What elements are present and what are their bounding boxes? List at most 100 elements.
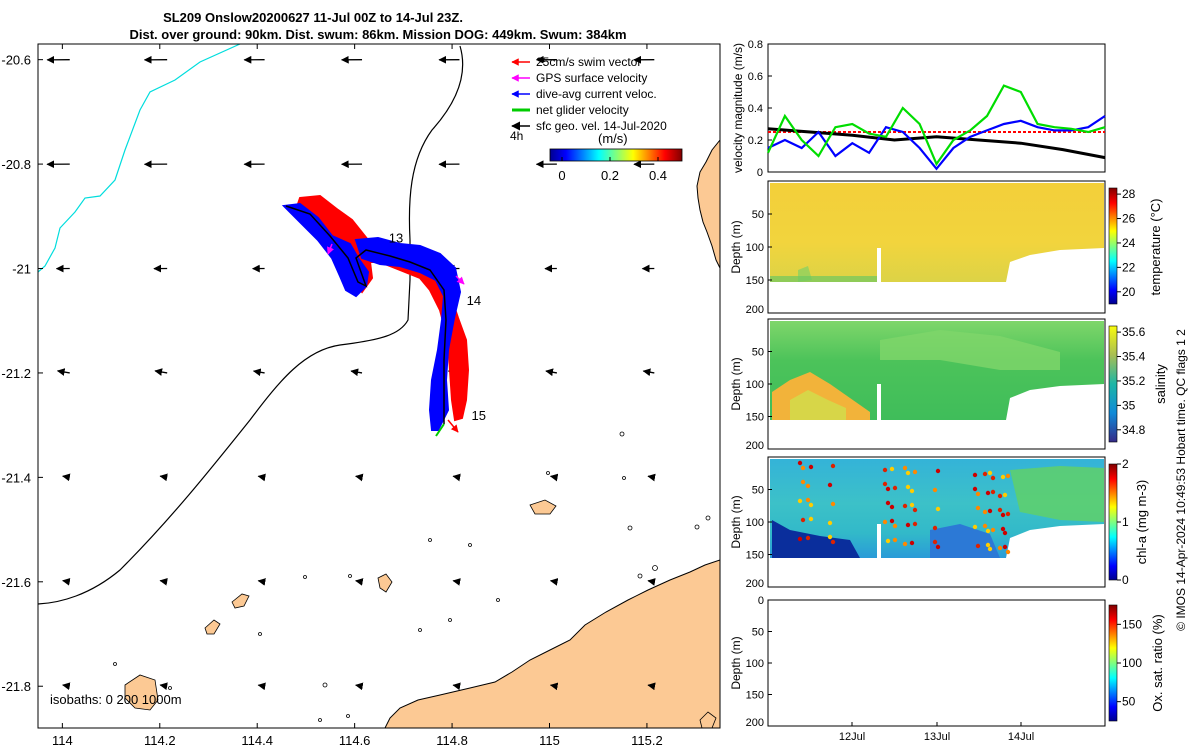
- sfc-arrow-33: [549, 473, 559, 482]
- map-xtick-label-1: 114.2: [144, 733, 176, 748]
- chl-dot-56: [982, 471, 988, 477]
- chl-dot-9: [808, 464, 814, 470]
- sfc-arrow-30: [257, 473, 266, 482]
- chl-dot-44: [932, 487, 938, 493]
- chl-dot-0: [797, 460, 803, 466]
- oxygen-xtick-label-2: 14Jul: [1008, 731, 1034, 743]
- sfc-arrow-21: [56, 368, 70, 376]
- temperature-ytick-label-2: 150: [746, 275, 764, 287]
- chl-dot-36: [909, 502, 915, 508]
- island-5: [124, 674, 159, 711]
- oxygen-panel: 0 50 100 150 200 12Jul 13Jul 14Jul Depth (m) 5…: [729, 595, 1165, 743]
- oxygen-xtick-label-1: 13Jul: [924, 731, 950, 743]
- salinity-cbar-label: salinity: [1153, 364, 1168, 404]
- chl-dot-48: [972, 486, 978, 492]
- salinity-cbar-tick-label-2: 35.2: [1122, 374, 1146, 388]
- sfc-arrow-46: [452, 682, 461, 691]
- sfc-arrow-47: [549, 682, 559, 691]
- velocity-series-2: [767, 115, 1106, 171]
- sfc-arrow-48: [647, 682, 656, 691]
- sfc-arrow-31: [355, 473, 364, 482]
- isobath-200m: [38, 45, 464, 605]
- temperature-gap: [877, 248, 881, 282]
- chl-dot-65: [990, 475, 996, 481]
- velocity-ylabel: velocity magnitude (m/s): [731, 43, 745, 173]
- sfc-arrow-27: [642, 368, 655, 377]
- chl-dot-69: [1000, 474, 1006, 480]
- chl-dot-10: [805, 483, 811, 489]
- chl-dot-30: [902, 465, 908, 471]
- chl-dot-51: [975, 543, 981, 549]
- chl-dot-26: [889, 466, 895, 472]
- island-1: [529, 499, 557, 515]
- sfc-arrow-24: [350, 368, 363, 377]
- sfc-arrow-36: [159, 577, 168, 586]
- temperature-cbar-tick-label-0: 20: [1122, 285, 1136, 299]
- salinity-colorbar-ticks: 34.8 35 35.2 35.4 35.6: [1117, 325, 1146, 437]
- chl-dot-5: [800, 465, 806, 471]
- glider-track: [281, 194, 470, 437]
- salinity-fresh-patch: [880, 330, 1060, 370]
- chl-dot-40: [909, 488, 915, 494]
- temperature-ylabel: Depth (m): [729, 220, 743, 273]
- velocity-panel: 0 0.2 0.4 0.6 0.8 velocity magnitude (m/s): [731, 39, 1106, 179]
- chart-title-line2: Dist. over ground: 90km. Dist. swum: 86k…: [129, 27, 626, 42]
- sfc-arrow-40: [549, 578, 559, 586]
- chl-dot-20: [882, 519, 888, 525]
- legend-dive-label: dive-avg current veloc.: [536, 87, 657, 101]
- map-x-axis: 114 114.2 114.4 114.6 114.8 115 115.2: [52, 44, 663, 748]
- chl-dot-19: [885, 500, 891, 506]
- chl-a-ytick-label-3: 200: [746, 578, 764, 590]
- island-2: [377, 573, 393, 593]
- sfc-arrow-42: [62, 682, 71, 691]
- chl-dot-28: [889, 504, 895, 510]
- map-ytick-label-3: -21.2: [1, 366, 31, 381]
- chl-a-ytick-label-2: 150: [746, 550, 764, 562]
- chl-colorbar-ticks: 0 1 2: [1117, 457, 1129, 587]
- island-3: [231, 593, 250, 609]
- salinity-ytick-label-3: 200: [746, 440, 764, 452]
- sfc-arrow-35: [62, 577, 71, 586]
- chl-dot-60: [987, 470, 993, 476]
- velocity-ytick-label-0: 0: [757, 167, 763, 179]
- oxygen-cbar-tick-label-2: 150: [1122, 617, 1142, 631]
- chl-dot-47: [935, 544, 941, 550]
- temperature-cbar-label: temperature (°C): [1148, 199, 1163, 296]
- salinity-ytick-label-1: 100: [746, 379, 764, 391]
- sfc-arrow-23: [252, 368, 265, 377]
- chl-dot-13: [830, 463, 836, 469]
- temperature-y-axis: 50 100 150 200: [746, 209, 772, 316]
- temperature-cbar-tick-label-4: 28: [1122, 187, 1136, 201]
- chl-dot-4: [797, 536, 803, 542]
- chl-dot-46: [932, 525, 938, 531]
- salinity-colorbar: [1108, 325, 1118, 443]
- temperature-ytick-label-0: 50: [752, 209, 764, 221]
- oxygen-ytick-label-1: 50: [752, 627, 764, 639]
- chl-dot-16: [827, 520, 833, 526]
- chl-dot-15: [830, 501, 836, 507]
- sfc-arrow-26: [545, 368, 557, 377]
- sfc-arrow-28: [62, 473, 71, 482]
- salinity-ytick-label-0: 50: [752, 347, 764, 359]
- salinity-mid-patch: [790, 390, 846, 420]
- chl-mid-patch: [930, 524, 1000, 558]
- day-labels: 13 14 15: [389, 230, 486, 423]
- chl-dot-17: [830, 539, 836, 545]
- oxygen-axes-box: [767, 599, 1106, 727]
- oxygen-colorbar: [1108, 604, 1118, 722]
- salinity-cbar-tick-label-1: 35: [1122, 398, 1136, 412]
- gps-velocity-arrow-1: [327, 243, 334, 255]
- chl-a-cbar-tick-label-0: 0: [1122, 573, 1129, 587]
- velocity-ytick-label-3: 0.6: [748, 71, 763, 83]
- chl-dot-74: [1002, 492, 1008, 498]
- chl-dot-39: [912, 469, 918, 475]
- map-xtick-label-2: 114.4: [241, 733, 273, 748]
- map-xtick-label-6: 115.2: [631, 733, 663, 748]
- legend-net-label: net glider velocity: [536, 103, 629, 117]
- chl-dot-21: [885, 538, 891, 544]
- chl-dot-68: [997, 545, 1003, 551]
- chl-dot-52: [972, 472, 978, 478]
- map-xtick-label-4: 114.8: [436, 733, 468, 748]
- credit-text: © IMOS 14-Apr-2024 10:49:53 Hobart time.…: [1174, 329, 1188, 631]
